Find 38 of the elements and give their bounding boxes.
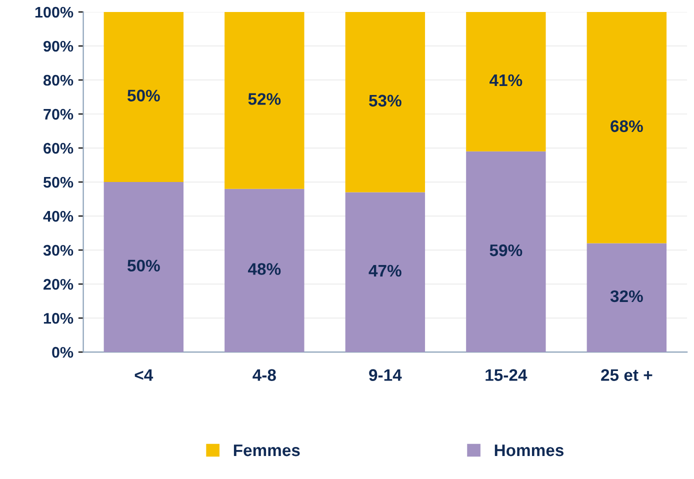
bar: [466, 12, 546, 152]
y-tick-label: 100%: [35, 6, 74, 18]
y-tick-label: 0%: [52, 346, 74, 358]
y-tick-label: 70%: [44, 108, 74, 120]
y-tick-label: 90%: [44, 40, 74, 52]
y-tick-label: 40%: [43, 210, 74, 222]
x-tick-label: 25 et +: [601, 369, 652, 381]
y-tick-label: 80%: [43, 74, 74, 86]
x-tick-label: <4: [134, 369, 154, 381]
x-tick-label: 9-14: [369, 369, 402, 381]
x-tick-label: 15-24: [486, 369, 528, 381]
x-tick-label: 4-8: [252, 369, 276, 381]
data-label: 50%: [127, 90, 160, 102]
bar: [586, 12, 667, 244]
bar: [345, 12, 426, 192]
bar: [586, 243, 667, 352]
data-label: 68%: [610, 120, 643, 132]
data-label: 32%: [610, 290, 643, 302]
y-tick-label: 50%: [43, 176, 74, 188]
y-tick-label: 30%: [43, 244, 74, 256]
data-label: 47%: [368, 264, 402, 277]
bar: [345, 192, 426, 352]
y-tick-label: 20%: [44, 278, 74, 290]
legend-label: Femmes: [234, 444, 300, 456]
data-label: 53%: [369, 94, 402, 107]
bar: [104, 12, 184, 182]
bar: [104, 182, 184, 352]
data-label: 52%: [248, 93, 281, 105]
y-tick-label: 10%: [44, 312, 74, 324]
legend-label: Hommes: [494, 444, 564, 456]
data-label: 41%: [490, 74, 522, 86]
data-label: 59%: [490, 244, 522, 256]
data-label: 50%: [127, 260, 160, 272]
bar: [224, 188, 304, 352]
data-label: 48%: [248, 263, 281, 275]
bar: [224, 12, 304, 189]
bar: [466, 151, 546, 352]
y-tick-label: 60%: [44, 142, 74, 154]
